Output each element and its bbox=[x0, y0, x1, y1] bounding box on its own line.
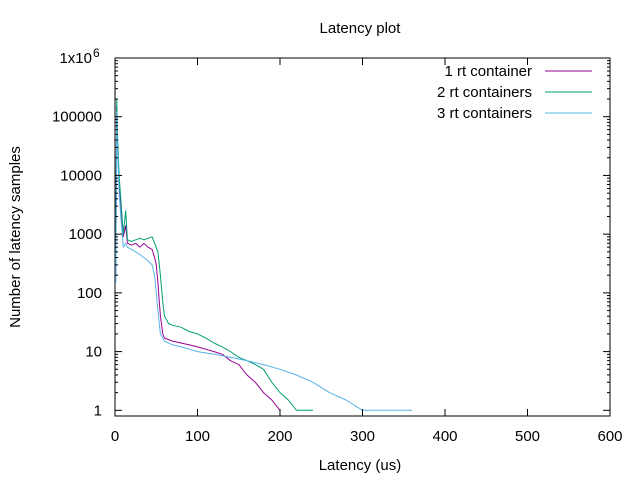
x-tick-label: 500 bbox=[515, 428, 540, 445]
y-tick-label: 1x10 bbox=[59, 50, 92, 67]
y-tick-label: 1000 bbox=[69, 226, 102, 243]
axes-layer: 0 100 200 300 400 500 600 1 10 100 1000 10000 100000… bbox=[52, 46, 623, 445]
series-layer bbox=[115, 98, 412, 411]
x-tick-label: 400 bbox=[432, 428, 457, 445]
series-line-1 bbox=[115, 105, 281, 411]
y-tick-label: 100000 bbox=[52, 109, 102, 126]
y-tick-label: 100 bbox=[77, 285, 102, 302]
y-tick-label: 10 bbox=[85, 344, 102, 361]
chart-title: Latency plot bbox=[320, 20, 402, 37]
x-tick-label: 0 bbox=[111, 428, 119, 445]
x-tick-label: 200 bbox=[267, 428, 292, 445]
legend-label: 1 rt container bbox=[444, 63, 532, 80]
plot-area-frame bbox=[114, 57, 611, 417]
x-tick-label: 600 bbox=[597, 428, 622, 445]
x-tick-label: 100 bbox=[185, 428, 210, 445]
y-axis-label: Number of latency samples bbox=[7, 146, 24, 328]
x-tick-label: 300 bbox=[350, 428, 375, 445]
series-line-2 bbox=[115, 98, 313, 411]
x-axis-label: Latency (us) bbox=[319, 457, 402, 474]
legend-label: 2 rt containers bbox=[437, 84, 532, 101]
y-tick-label: 10000 bbox=[60, 167, 102, 184]
legend: 1 rt container 2 rt containers 3 rt contai… bbox=[437, 63, 592, 122]
y-tick-label: 1 bbox=[94, 402, 102, 419]
legend-label: 3 rt containers bbox=[437, 105, 532, 122]
y-tick-exponent: 6 bbox=[93, 46, 100, 60]
series-line-3 bbox=[115, 111, 412, 411]
